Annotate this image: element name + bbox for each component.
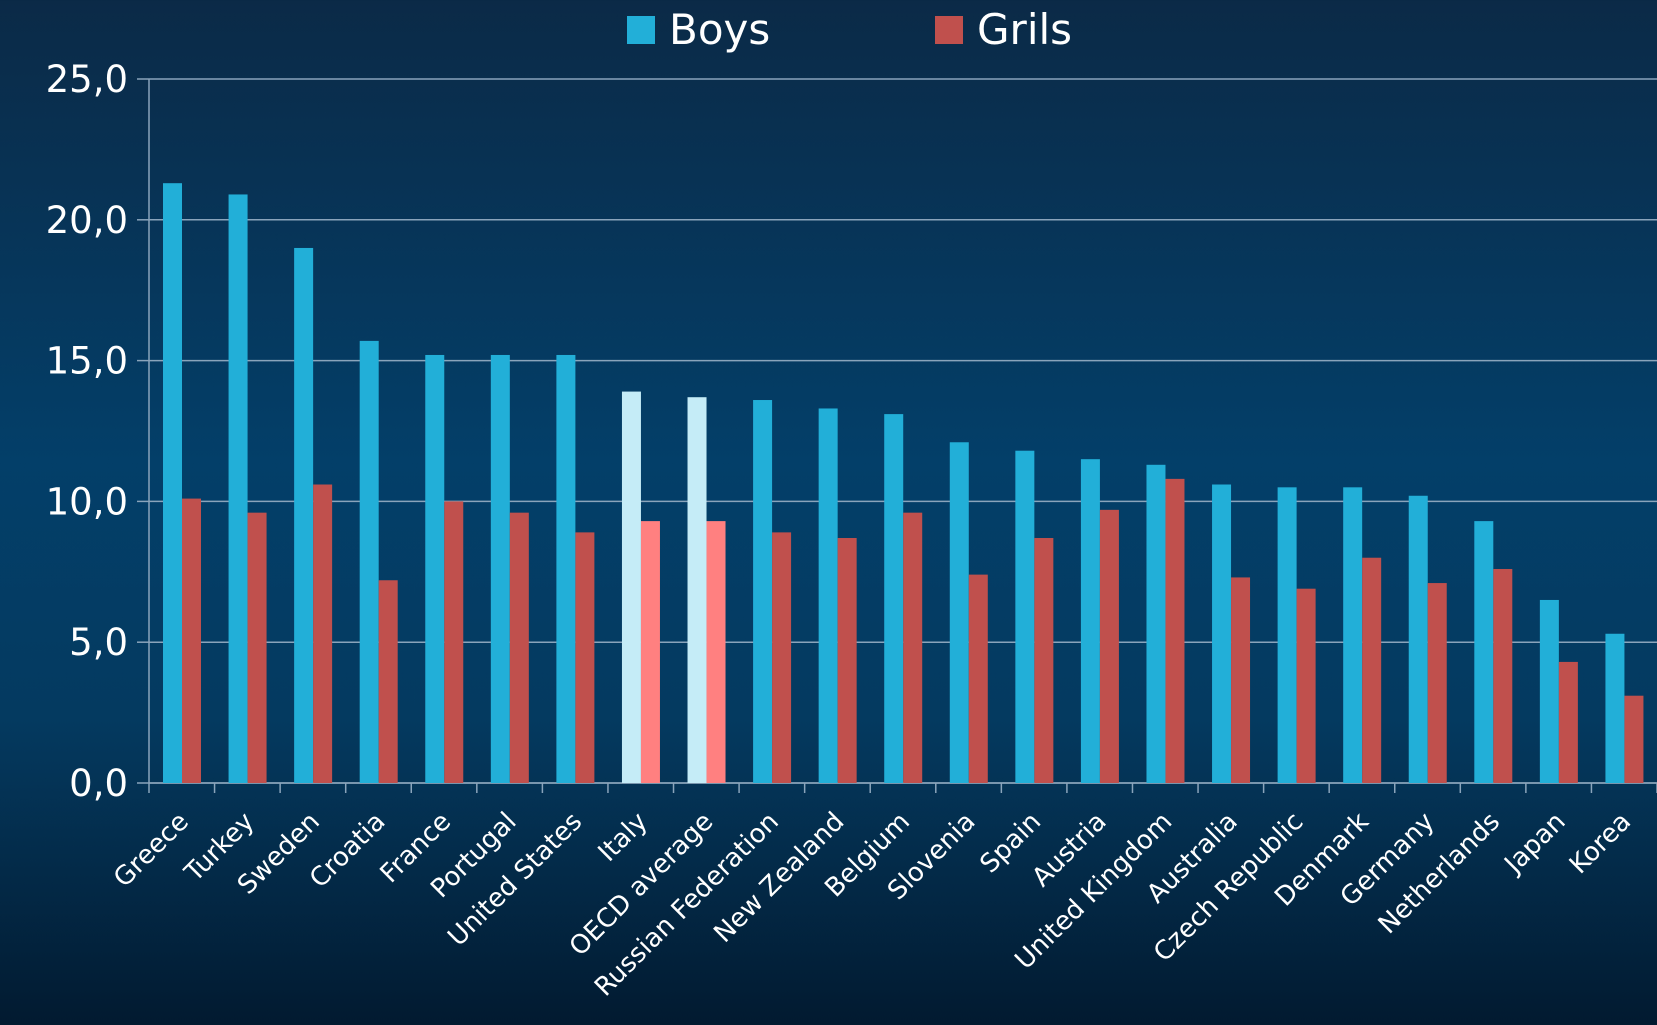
bar xyxy=(1165,478,1185,783)
y-tick-label: 15,0 xyxy=(46,340,128,383)
bar xyxy=(509,512,529,783)
bar xyxy=(1474,521,1494,783)
legend-label: Boys xyxy=(669,5,770,54)
legend-swatch xyxy=(627,16,655,44)
x-tick-label: Korea xyxy=(1564,807,1637,880)
bar xyxy=(1362,557,1382,783)
bar xyxy=(490,354,510,783)
bar xyxy=(1277,487,1297,783)
bar xyxy=(640,521,660,783)
bar xyxy=(753,400,773,783)
bar xyxy=(313,484,333,783)
bar xyxy=(294,247,314,783)
bar xyxy=(1212,484,1232,783)
bar xyxy=(228,194,248,783)
y-tick-label: 20,0 xyxy=(46,199,128,242)
x-tick-label: Italy xyxy=(593,807,654,868)
x-tick-label: Greece xyxy=(108,807,195,894)
bar xyxy=(1080,459,1100,783)
bar xyxy=(1146,464,1166,783)
bar xyxy=(1539,599,1559,783)
bar xyxy=(444,501,464,783)
bar xyxy=(772,532,792,783)
bar xyxy=(247,512,267,783)
legend-label: Grils xyxy=(977,5,1072,54)
y-tick-label: 10,0 xyxy=(46,480,128,523)
bar xyxy=(1427,583,1447,783)
bar xyxy=(575,532,595,783)
bar xyxy=(1605,633,1625,783)
bar xyxy=(1034,538,1054,783)
bar xyxy=(1015,450,1035,783)
bar xyxy=(1343,487,1363,783)
bar xyxy=(884,414,904,783)
bar xyxy=(1099,509,1119,783)
y-tick-label: 0,0 xyxy=(69,762,128,805)
bar xyxy=(1493,568,1513,783)
bar xyxy=(182,498,201,783)
bar xyxy=(556,354,576,783)
bar xyxy=(818,408,838,783)
bar xyxy=(359,340,379,783)
bar xyxy=(1408,495,1428,783)
bar xyxy=(903,512,923,783)
bar xyxy=(1558,661,1578,783)
bar xyxy=(706,521,726,783)
bar xyxy=(687,397,707,783)
bar xyxy=(949,442,969,783)
bar xyxy=(621,391,641,783)
bar xyxy=(163,183,182,783)
bar xyxy=(968,574,988,783)
y-tick-label: 25,0 xyxy=(46,58,128,101)
bar xyxy=(1296,588,1316,783)
bar xyxy=(837,538,857,783)
bar xyxy=(1231,577,1251,783)
y-tick-label: 5,0 xyxy=(69,621,128,664)
bar xyxy=(378,580,398,783)
x-tick-label: Japan xyxy=(1498,807,1572,881)
bar xyxy=(425,354,445,783)
legend-swatch xyxy=(935,16,963,44)
bar xyxy=(1624,695,1644,783)
